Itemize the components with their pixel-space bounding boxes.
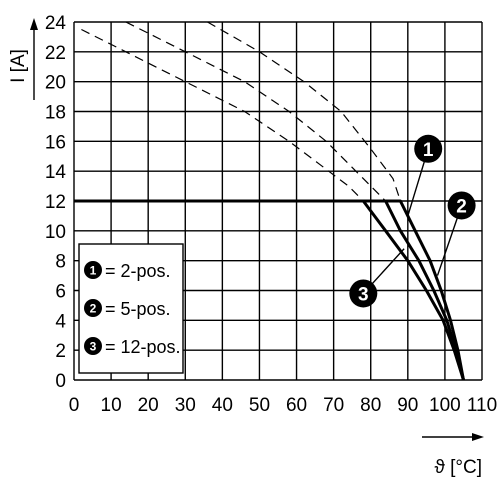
legend-marker-label: 2 bbox=[90, 302, 97, 316]
x-tick-label: 80 bbox=[360, 395, 381, 416]
tick-labels: 0 10 20 30 40 50 60 70 80 90 100 110024681012141618… bbox=[45, 13, 497, 416]
legend-marker-2 bbox=[84, 299, 102, 317]
legend-entry-label: = 2-pos. bbox=[105, 261, 171, 281]
y-axis-title: I [A] bbox=[8, 49, 29, 83]
legend-marker-1 bbox=[84, 261, 102, 279]
y-tick-label: 12 bbox=[45, 192, 66, 213]
y-tick-label: 16 bbox=[45, 132, 66, 153]
legend-marker-3 bbox=[84, 337, 102, 355]
x-tick-label: 0 bbox=[69, 395, 80, 416]
x-tick-label: 20 bbox=[138, 395, 159, 416]
callout-marker-2 bbox=[447, 191, 476, 220]
x-tick-label: 30 bbox=[175, 395, 196, 416]
series-3-solid-line bbox=[74, 199, 465, 381]
y-tick-label: 0 bbox=[55, 371, 66, 392]
series-2-dashed-line bbox=[125, 21, 387, 202]
x-axis-title: ϑ [°C] bbox=[434, 457, 482, 478]
x-tick-label: 10 bbox=[101, 395, 122, 416]
x-tick-label: 60 bbox=[286, 395, 307, 416]
series-layer bbox=[74, 21, 465, 381]
legend-marker-label: 3 bbox=[90, 340, 97, 354]
legend: 1 = 2-pos. 2 = 5-pos. 3 = 12-pos. bbox=[78, 243, 184, 374]
y-tick-label: 8 bbox=[55, 252, 66, 273]
y-tick-label: 2 bbox=[55, 341, 66, 362]
x-tick-label: 40 bbox=[212, 395, 233, 416]
series-1-dashed-line bbox=[207, 21, 401, 202]
y-tick-label: 6 bbox=[55, 282, 66, 303]
y-tick-label: 18 bbox=[45, 103, 66, 124]
y-tick-label: 20 bbox=[45, 73, 66, 94]
series-1-solid-line bbox=[74, 199, 465, 381]
x-tick-label: 100 bbox=[429, 395, 461, 416]
legend-marker-label: 1 bbox=[90, 264, 97, 278]
callout-marker-1 bbox=[414, 134, 443, 163]
y-tick-label: 4 bbox=[55, 311, 66, 332]
callout-label: 3 bbox=[358, 284, 369, 305]
annotations: 1 2 3 bbox=[349, 134, 476, 308]
x-tick-label: 110 bbox=[467, 395, 497, 416]
y-tick-label: 24 bbox=[45, 13, 67, 34]
legend-entry-label: = 5-pos. bbox=[105, 299, 171, 319]
series-2-solid-line bbox=[74, 199, 465, 381]
legend-entry-label: = 12-pos. bbox=[105, 337, 181, 357]
x-tick-label: 50 bbox=[249, 395, 270, 416]
x-tick-label: 70 bbox=[323, 395, 344, 416]
callout-marker-3 bbox=[349, 279, 378, 308]
callout-label: 2 bbox=[456, 196, 467, 217]
y-axis-arrow-head bbox=[30, 18, 38, 30]
callout-label: 1 bbox=[423, 140, 434, 161]
axis-titles: I [A] ϑ [°C] bbox=[8, 18, 484, 478]
y-tick-label: 22 bbox=[45, 43, 66, 64]
x-tick-label: 90 bbox=[397, 395, 418, 416]
series-3-dashed-line bbox=[81, 28, 364, 202]
x-axis-arrow-head bbox=[472, 433, 484, 441]
y-tick-label: 10 bbox=[45, 222, 66, 243]
grid bbox=[73, 21, 483, 381]
y-tick-label: 14 bbox=[45, 162, 67, 183]
